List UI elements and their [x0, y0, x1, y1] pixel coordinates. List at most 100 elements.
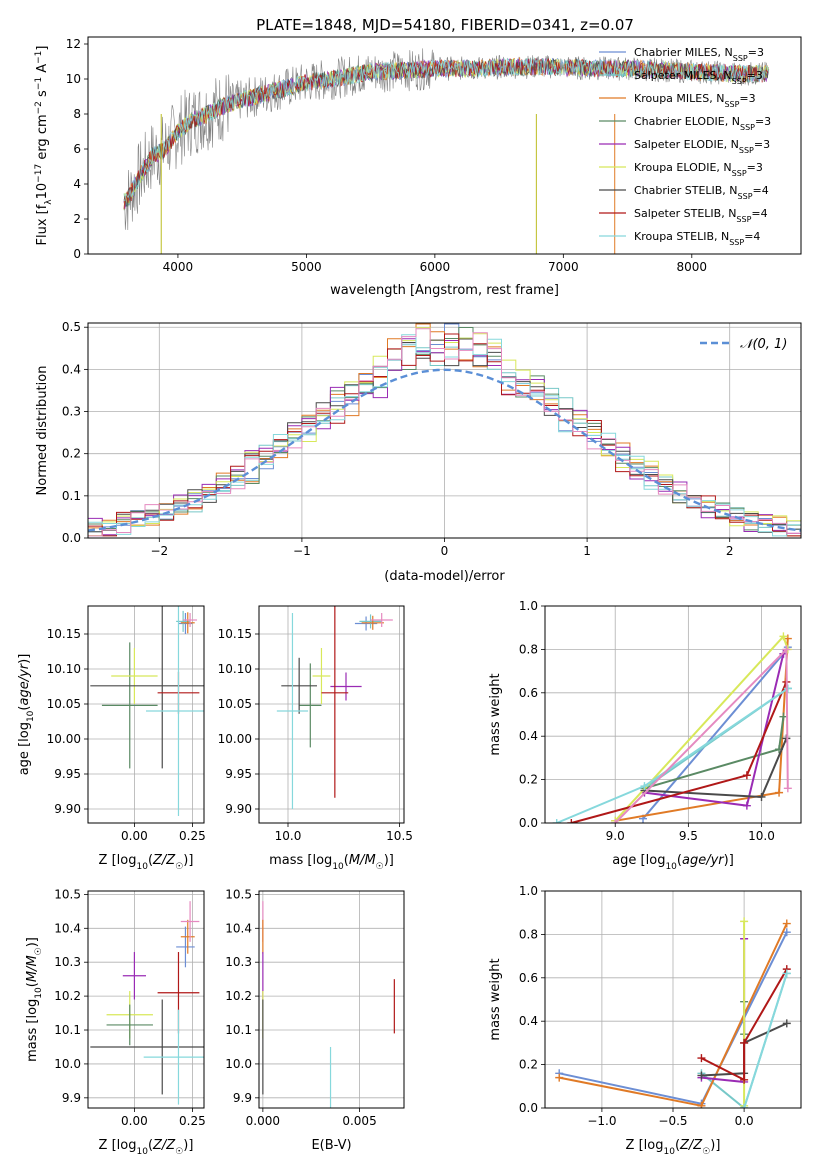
data-point	[180, 919, 195, 954]
mass-weight-marker	[552, 819, 561, 823]
y-tick-label: 0.6	[519, 971, 538, 985]
y-tick-label: 10.10	[218, 662, 252, 676]
y-tick-label: 10.1	[54, 1023, 81, 1037]
y-tick-label: 0.4	[62, 362, 81, 376]
legend-entry: Chabrier STELIB, NSSP=4	[634, 184, 769, 201]
y-tick-label: 10.05	[218, 697, 252, 711]
legend-entry: Salpeter ELODIE, NSSP=3	[634, 138, 770, 155]
y-axis-label: mass [log10(M/M☉)]	[25, 937, 44, 1062]
y-tick-label: 10.5	[54, 887, 81, 901]
x-axis-label: Z [log10(Z/Z☉)]	[99, 1138, 194, 1157]
mass-vs-metallicity-panel: 0.00 0.25 9.9 10.0 10.1 10.2 10.3 10.4 10.5 Z [lo…	[25, 887, 206, 1157]
x-axis-label: (data-model)/error	[384, 569, 505, 584]
y-tick-label: 10.15	[218, 627, 252, 641]
y-tick-label: 10.00	[47, 732, 81, 746]
y-tick-label: 9.90	[225, 802, 252, 816]
data-point	[146, 606, 204, 816]
y-tick-label: 0.2	[519, 1058, 538, 1072]
x-tick-label: 10.0	[748, 829, 775, 843]
mass-weight-line	[743, 973, 788, 1108]
data-point	[330, 672, 362, 701]
mass-weight-marker	[779, 632, 788, 641]
data-point	[101, 642, 158, 769]
x-axis-label: E(B-V)	[311, 1138, 351, 1153]
x-tick-label: 8000	[677, 260, 708, 274]
mass-weight-marker	[782, 645, 791, 654]
x-tick-label: 6000	[420, 260, 451, 274]
mass-weight-marker	[783, 784, 792, 793]
x-axis-label: Z [log10(Z/Z☉)]	[99, 853, 194, 872]
legend-entry: Kroupa MILES, NSSP=3	[634, 92, 756, 109]
mass-weight-line	[644, 716, 785, 790]
y-tick-label: 10.1	[225, 1023, 252, 1037]
x-tick-label: 4000	[163, 260, 194, 274]
x-axis-label: wavelength [Angstrom, rest frame]	[330, 283, 559, 298]
mass-weight-marker	[640, 782, 649, 791]
legend-entry: Salpeter STELIB, NSSP=4	[634, 207, 768, 224]
y-tick-label: 10.10	[47, 662, 81, 676]
y-tick-label: 0.3	[62, 405, 81, 419]
x-tick-label: −2	[150, 544, 168, 558]
y-tick-label: 0.5	[62, 320, 81, 334]
data-point	[143, 1009, 204, 1105]
mass-weight-marker	[697, 1101, 706, 1108]
y-tick-label: 9.95	[225, 767, 252, 781]
x-tick-label: −1.0	[587, 1114, 616, 1128]
y-tick-label: 2	[73, 212, 81, 226]
data-point	[312, 648, 331, 704]
gaussian-legend-label: 𝒩(0, 1)	[740, 337, 787, 352]
y-tick-label: 0.2	[62, 447, 81, 461]
x-tick-label: 10.0	[275, 829, 302, 843]
y-tick-label: 0.1	[62, 489, 81, 503]
y-tick-label: 9.90	[54, 802, 81, 816]
x-axis-label: Z [log10(Z/Z☉)]	[626, 1138, 721, 1157]
axes-frame	[258, 605, 405, 824]
data-point	[281, 657, 317, 714]
y-tick-label: 10.2	[225, 989, 252, 1003]
axes-frame	[258, 890, 405, 1109]
mass-weight-marker	[782, 928, 791, 937]
mass-weight-marker	[740, 917, 749, 926]
mass-weight-marker	[697, 1071, 706, 1080]
legend-entry: Kroupa STELIB, NSSP=4	[634, 230, 760, 247]
x-tick-label: 10.5	[386, 829, 413, 843]
y-axis-label: Normed distribution	[35, 366, 50, 496]
y-tick-label: 10.0	[225, 1057, 252, 1071]
y-tick-label: 10.05	[47, 697, 81, 711]
x-tick-label: −0.5	[658, 1114, 687, 1128]
data-point	[90, 999, 204, 1095]
y-tick-label: 10.4	[54, 921, 81, 935]
mass-weight-marker	[783, 684, 792, 693]
data-point	[176, 926, 195, 968]
data-point	[111, 648, 158, 704]
gaussian-reference-line	[87, 368, 802, 532]
x-tick-label: −1	[293, 544, 311, 558]
data-point	[122, 952, 146, 1000]
y-tick-label: 10.2	[54, 989, 81, 1003]
y-tick-label: 12	[66, 37, 81, 51]
axes-frame	[87, 36, 802, 255]
mass-weight-marker	[611, 819, 620, 823]
y-tick-label: 10.00	[218, 732, 252, 746]
mass-weight-marker	[740, 1075, 749, 1084]
y-tick-label: 0.2	[519, 773, 538, 787]
y-tick-label: 0.4	[519, 729, 538, 743]
age-vs-metallicity-panel: 0.00 0.25 9.90 9.95 10.00 10.05 10.10 10.15 Z [l…	[17, 605, 206, 872]
mass-weight-marker	[742, 771, 751, 780]
data-point	[359, 614, 382, 629]
y-tick-label: 8	[73, 107, 81, 121]
mass-weight-marker	[697, 1054, 706, 1063]
y-axis-label: Flux [fλ10−17 erg cm−2 s−1 A−1]	[34, 46, 54, 246]
x-tick-label: 9.5	[679, 829, 698, 843]
data-point	[370, 613, 393, 627]
x-axis-label: mass [log10(M/M☉)]	[269, 853, 394, 872]
x-tick-label: 9.0	[606, 829, 625, 843]
mass-weight-marker	[782, 919, 791, 928]
y-tick-label: 4	[73, 177, 81, 191]
y-tick-label: 0	[73, 247, 81, 261]
y-tick-label: 10	[66, 72, 81, 86]
y-tick-label: 1.0	[519, 599, 538, 613]
y-axis-label: mass weight	[488, 673, 503, 755]
legend-entry: Chabrier ELODIE, NSSP=3	[634, 115, 771, 132]
mass-weight-marker	[775, 788, 784, 797]
